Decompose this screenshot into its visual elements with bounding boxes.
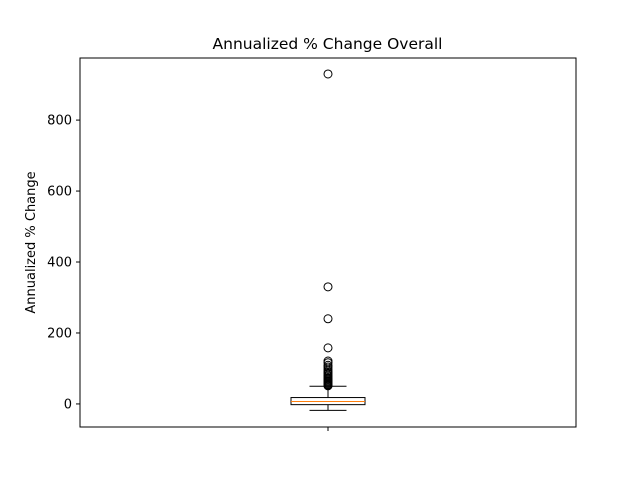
outlier-point — [323, 282, 333, 292]
y-tick-label: 400 — [47, 256, 72, 271]
outlier-point — [323, 69, 333, 79]
y-tick-label: 0 — [64, 397, 72, 412]
y-tick-label: 600 — [47, 185, 72, 200]
plot-area — [290, 69, 366, 411]
outlier-point — [323, 381, 333, 391]
y-tick-label: 800 — [47, 114, 72, 129]
y-tick-label: 200 — [47, 326, 72, 341]
outlier-point — [323, 314, 333, 324]
y-axis-ticks: 0 200 400 600 800 — [47, 114, 80, 412]
y-axis-label: Annualized % Change — [24, 171, 39, 313]
axes-frame — [79, 57, 577, 428]
chart-title: Annualized % Change Overall — [213, 35, 443, 53]
outlier-point — [323, 343, 333, 353]
